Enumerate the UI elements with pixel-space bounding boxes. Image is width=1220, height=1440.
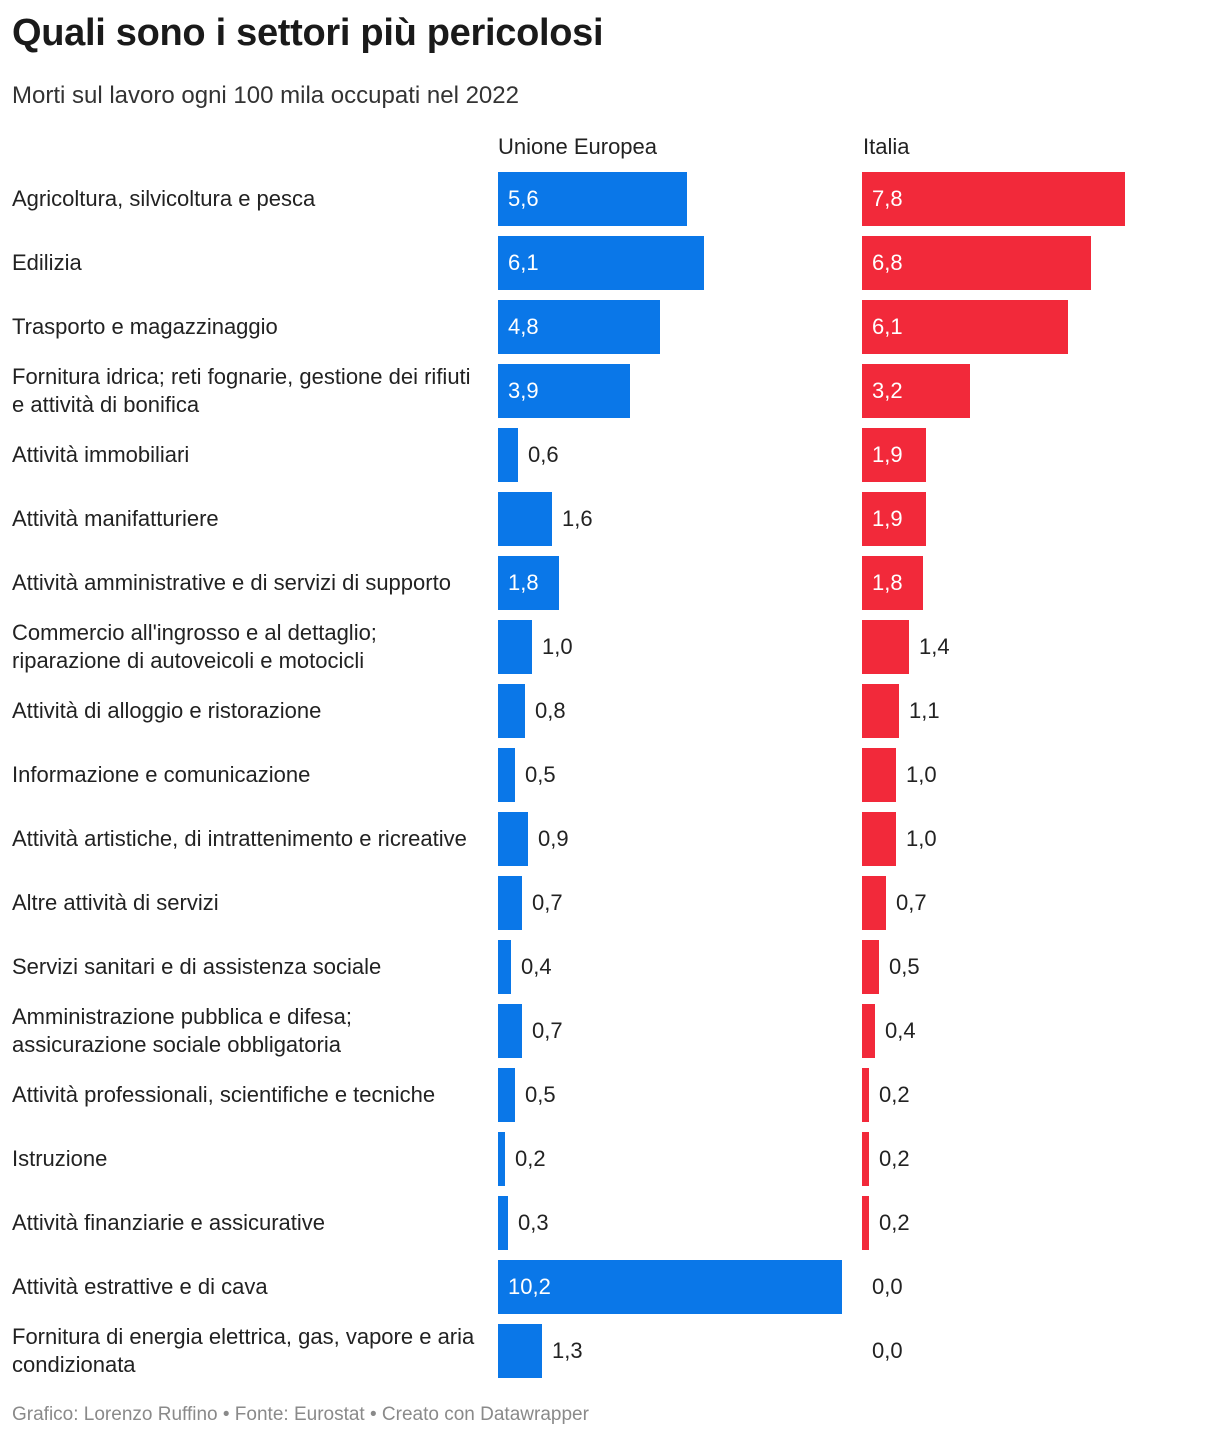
category-label: Altre attività di servizi bbox=[12, 890, 219, 915]
value-label-it: 1,1 bbox=[909, 698, 940, 723]
bar-it bbox=[862, 620, 909, 674]
bar-it bbox=[862, 1068, 869, 1122]
bar-eu bbox=[498, 364, 630, 418]
value-label-eu: 1,8 bbox=[508, 570, 539, 595]
value-label-it: 0,0 bbox=[872, 1274, 903, 1299]
value-label-eu: 0,2 bbox=[515, 1146, 546, 1171]
value-label-eu: 0,6 bbox=[528, 442, 559, 467]
value-label-it: 0,7 bbox=[896, 890, 927, 915]
chart-title: Quali sono i settori più pericolosi bbox=[12, 12, 604, 54]
value-label-it: 0,5 bbox=[889, 954, 920, 979]
value-label-it: 3,2 bbox=[872, 378, 903, 403]
value-label-it: 0,2 bbox=[879, 1210, 910, 1235]
bar-it bbox=[862, 364, 970, 418]
bar-it bbox=[862, 684, 899, 738]
category-label: Fornitura di energia elettrica, gas, vap… bbox=[12, 1324, 475, 1377]
category-label: Attività finanziarie e assicurative bbox=[12, 1210, 326, 1235]
bar-eu bbox=[498, 748, 515, 802]
category-label: Attività estrattive e di cava bbox=[12, 1274, 268, 1299]
category-label: Attività di alloggio e ristorazione bbox=[12, 698, 322, 723]
bar-eu bbox=[498, 1132, 505, 1186]
bar-eu bbox=[498, 1324, 542, 1378]
bar-it bbox=[862, 748, 896, 802]
value-label-it: 1,4 bbox=[919, 634, 950, 659]
column-header-italia: Italia bbox=[863, 134, 910, 159]
bar-it bbox=[862, 236, 1091, 290]
bar-eu bbox=[498, 876, 522, 930]
chart-subtitle: Morti sul lavoro ogni 100 mila occupati … bbox=[12, 82, 519, 109]
category-label: Informazione e comunicazione bbox=[12, 762, 311, 787]
bar-eu bbox=[498, 812, 528, 866]
bar-it bbox=[862, 556, 923, 610]
category-label: Attività artistiche, di intrattenimento … bbox=[12, 826, 467, 851]
bar-eu bbox=[498, 492, 552, 546]
bar-it bbox=[862, 1132, 869, 1186]
value-label-it: 0,2 bbox=[879, 1146, 910, 1171]
value-label-it: 1,9 bbox=[872, 442, 903, 467]
value-label-it: 1,0 bbox=[906, 826, 937, 851]
value-label-eu: 3,9 bbox=[508, 378, 539, 403]
bar-it bbox=[862, 428, 926, 482]
bar-eu bbox=[498, 684, 525, 738]
value-label-it: 0,4 bbox=[885, 1018, 916, 1043]
bar-eu bbox=[498, 172, 687, 226]
bar-eu bbox=[498, 236, 704, 290]
value-label-eu: 4,8 bbox=[508, 314, 539, 339]
bar-it bbox=[862, 876, 886, 930]
value-label-eu: 0,5 bbox=[525, 762, 556, 787]
value-label-eu: 0,4 bbox=[521, 954, 552, 979]
value-label-eu: 5,6 bbox=[508, 186, 539, 211]
value-label-it: 6,8 bbox=[872, 250, 903, 275]
bar-it bbox=[862, 1004, 875, 1058]
category-label: Trasporto e magazzinaggio bbox=[12, 314, 278, 339]
value-label-eu: 1,6 bbox=[562, 506, 593, 531]
value-label-it: 0,0 bbox=[872, 1338, 903, 1363]
category-label: Edilizia bbox=[12, 250, 82, 275]
value-label-eu: 0,9 bbox=[538, 826, 569, 851]
category-label: Attività immobiliari bbox=[12, 442, 190, 467]
column-header-eu: Unione Europea bbox=[498, 134, 658, 159]
bar-it bbox=[862, 492, 926, 546]
value-label-it: 0,2 bbox=[879, 1082, 910, 1107]
value-label-eu: 0,5 bbox=[525, 1082, 556, 1107]
value-label-eu: 0,8 bbox=[535, 698, 566, 723]
value-label-eu: 1,0 bbox=[542, 634, 573, 659]
value-label-eu: 0,3 bbox=[518, 1210, 549, 1235]
value-label-eu: 6,1 bbox=[508, 250, 539, 275]
bar-it bbox=[862, 812, 896, 866]
category-label: Servizi sanitari e di assistenza sociale bbox=[12, 954, 382, 979]
bar-eu bbox=[498, 556, 559, 610]
category-label: Attività amministrative e di servizi di … bbox=[12, 570, 451, 595]
category-label: Attività manifatturiere bbox=[12, 506, 219, 531]
bar-eu bbox=[498, 940, 511, 994]
bar-eu bbox=[498, 1004, 522, 1058]
bar-it bbox=[862, 1196, 869, 1250]
value-label-it: 1,0 bbox=[906, 762, 937, 787]
chart-footer: Grafico: Lorenzo Ruffino • Fonte: Eurost… bbox=[12, 1404, 589, 1425]
category-label: Istruzione bbox=[12, 1146, 108, 1171]
category-label: Fornitura idrica; reti fognarie, gestion… bbox=[12, 364, 471, 417]
bar-eu bbox=[498, 300, 660, 354]
value-label-it: 6,1 bbox=[872, 314, 903, 339]
value-label-it: 7,8 bbox=[872, 186, 903, 211]
bar-eu bbox=[498, 1260, 842, 1314]
value-label-eu: 1,3 bbox=[552, 1338, 583, 1363]
value-label-eu: 10,2 bbox=[508, 1274, 551, 1299]
value-label-eu: 0,7 bbox=[532, 890, 563, 915]
category-label: Attività professionali, scientifiche e t… bbox=[12, 1082, 436, 1107]
value-label-it: 1,9 bbox=[872, 506, 903, 531]
category-label: Amministrazione pubblica e difesa; assic… bbox=[12, 1004, 352, 1057]
category-label: Agricoltura, silvicoltura e pesca bbox=[12, 186, 316, 211]
bar-eu bbox=[498, 428, 518, 482]
bar-eu bbox=[498, 620, 532, 674]
bar-eu bbox=[498, 1196, 508, 1250]
value-label-eu: 0,7 bbox=[532, 1018, 563, 1043]
category-label: Commercio all'ingrosso e al dettaglio; r… bbox=[12, 620, 377, 673]
bar-eu bbox=[498, 1068, 515, 1122]
value-label-it: 1,8 bbox=[872, 570, 903, 595]
bar-it bbox=[862, 300, 1068, 354]
bar-it bbox=[862, 172, 1125, 226]
bar-it bbox=[862, 940, 879, 994]
